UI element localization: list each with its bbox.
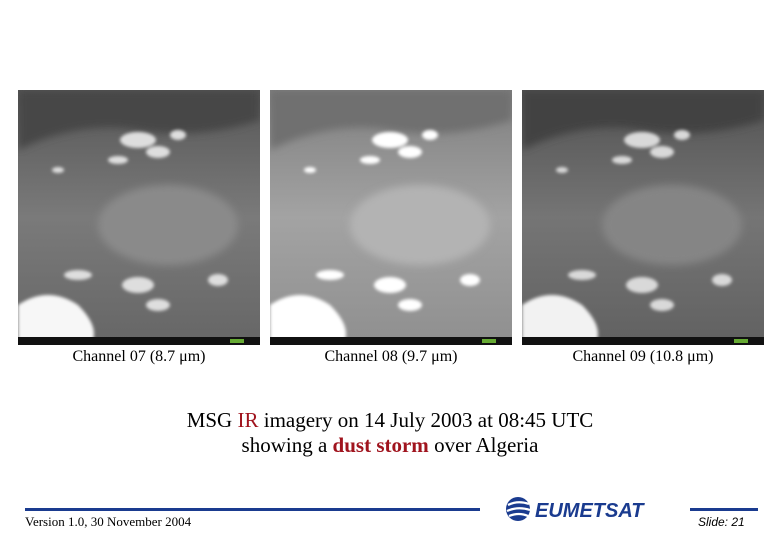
caption-text: imagery on 14 July 2003 at 08:45 UTC [258, 408, 594, 432]
satellite-image [270, 90, 512, 345]
caption-line: MSG IR imagery on 14 July 2003 at 08:45 … [0, 408, 780, 433]
panel-caption: Channel 09 (10.8 μm) [572, 348, 714, 365]
caption-highlight: IR [237, 408, 259, 432]
caption-line: showing a dust storm over Algeria [0, 433, 780, 458]
slide-number: Slide: 21 [698, 515, 745, 529]
caption-highlight: dust storm [332, 433, 429, 457]
satellite-image [522, 90, 764, 345]
panel-caption: Channel 08 (9.7 μm) [324, 348, 458, 365]
footer-rule [690, 508, 758, 511]
satellite-image [18, 90, 260, 345]
logo-text: EUMETSAT [535, 500, 645, 522]
panel-caption: Channel 07 (8.7 μm) [72, 348, 206, 365]
caption-text: MSG [186, 408, 238, 432]
logo-swoosh [506, 501, 531, 518]
logo: EUMETSAT [506, 497, 645, 522]
footer-rule [25, 508, 480, 511]
version: Version 1.0, 30 November 2004 [25, 514, 192, 529]
caption-text: over Algeria [428, 433, 539, 457]
caption-text: showing a [241, 433, 333, 457]
